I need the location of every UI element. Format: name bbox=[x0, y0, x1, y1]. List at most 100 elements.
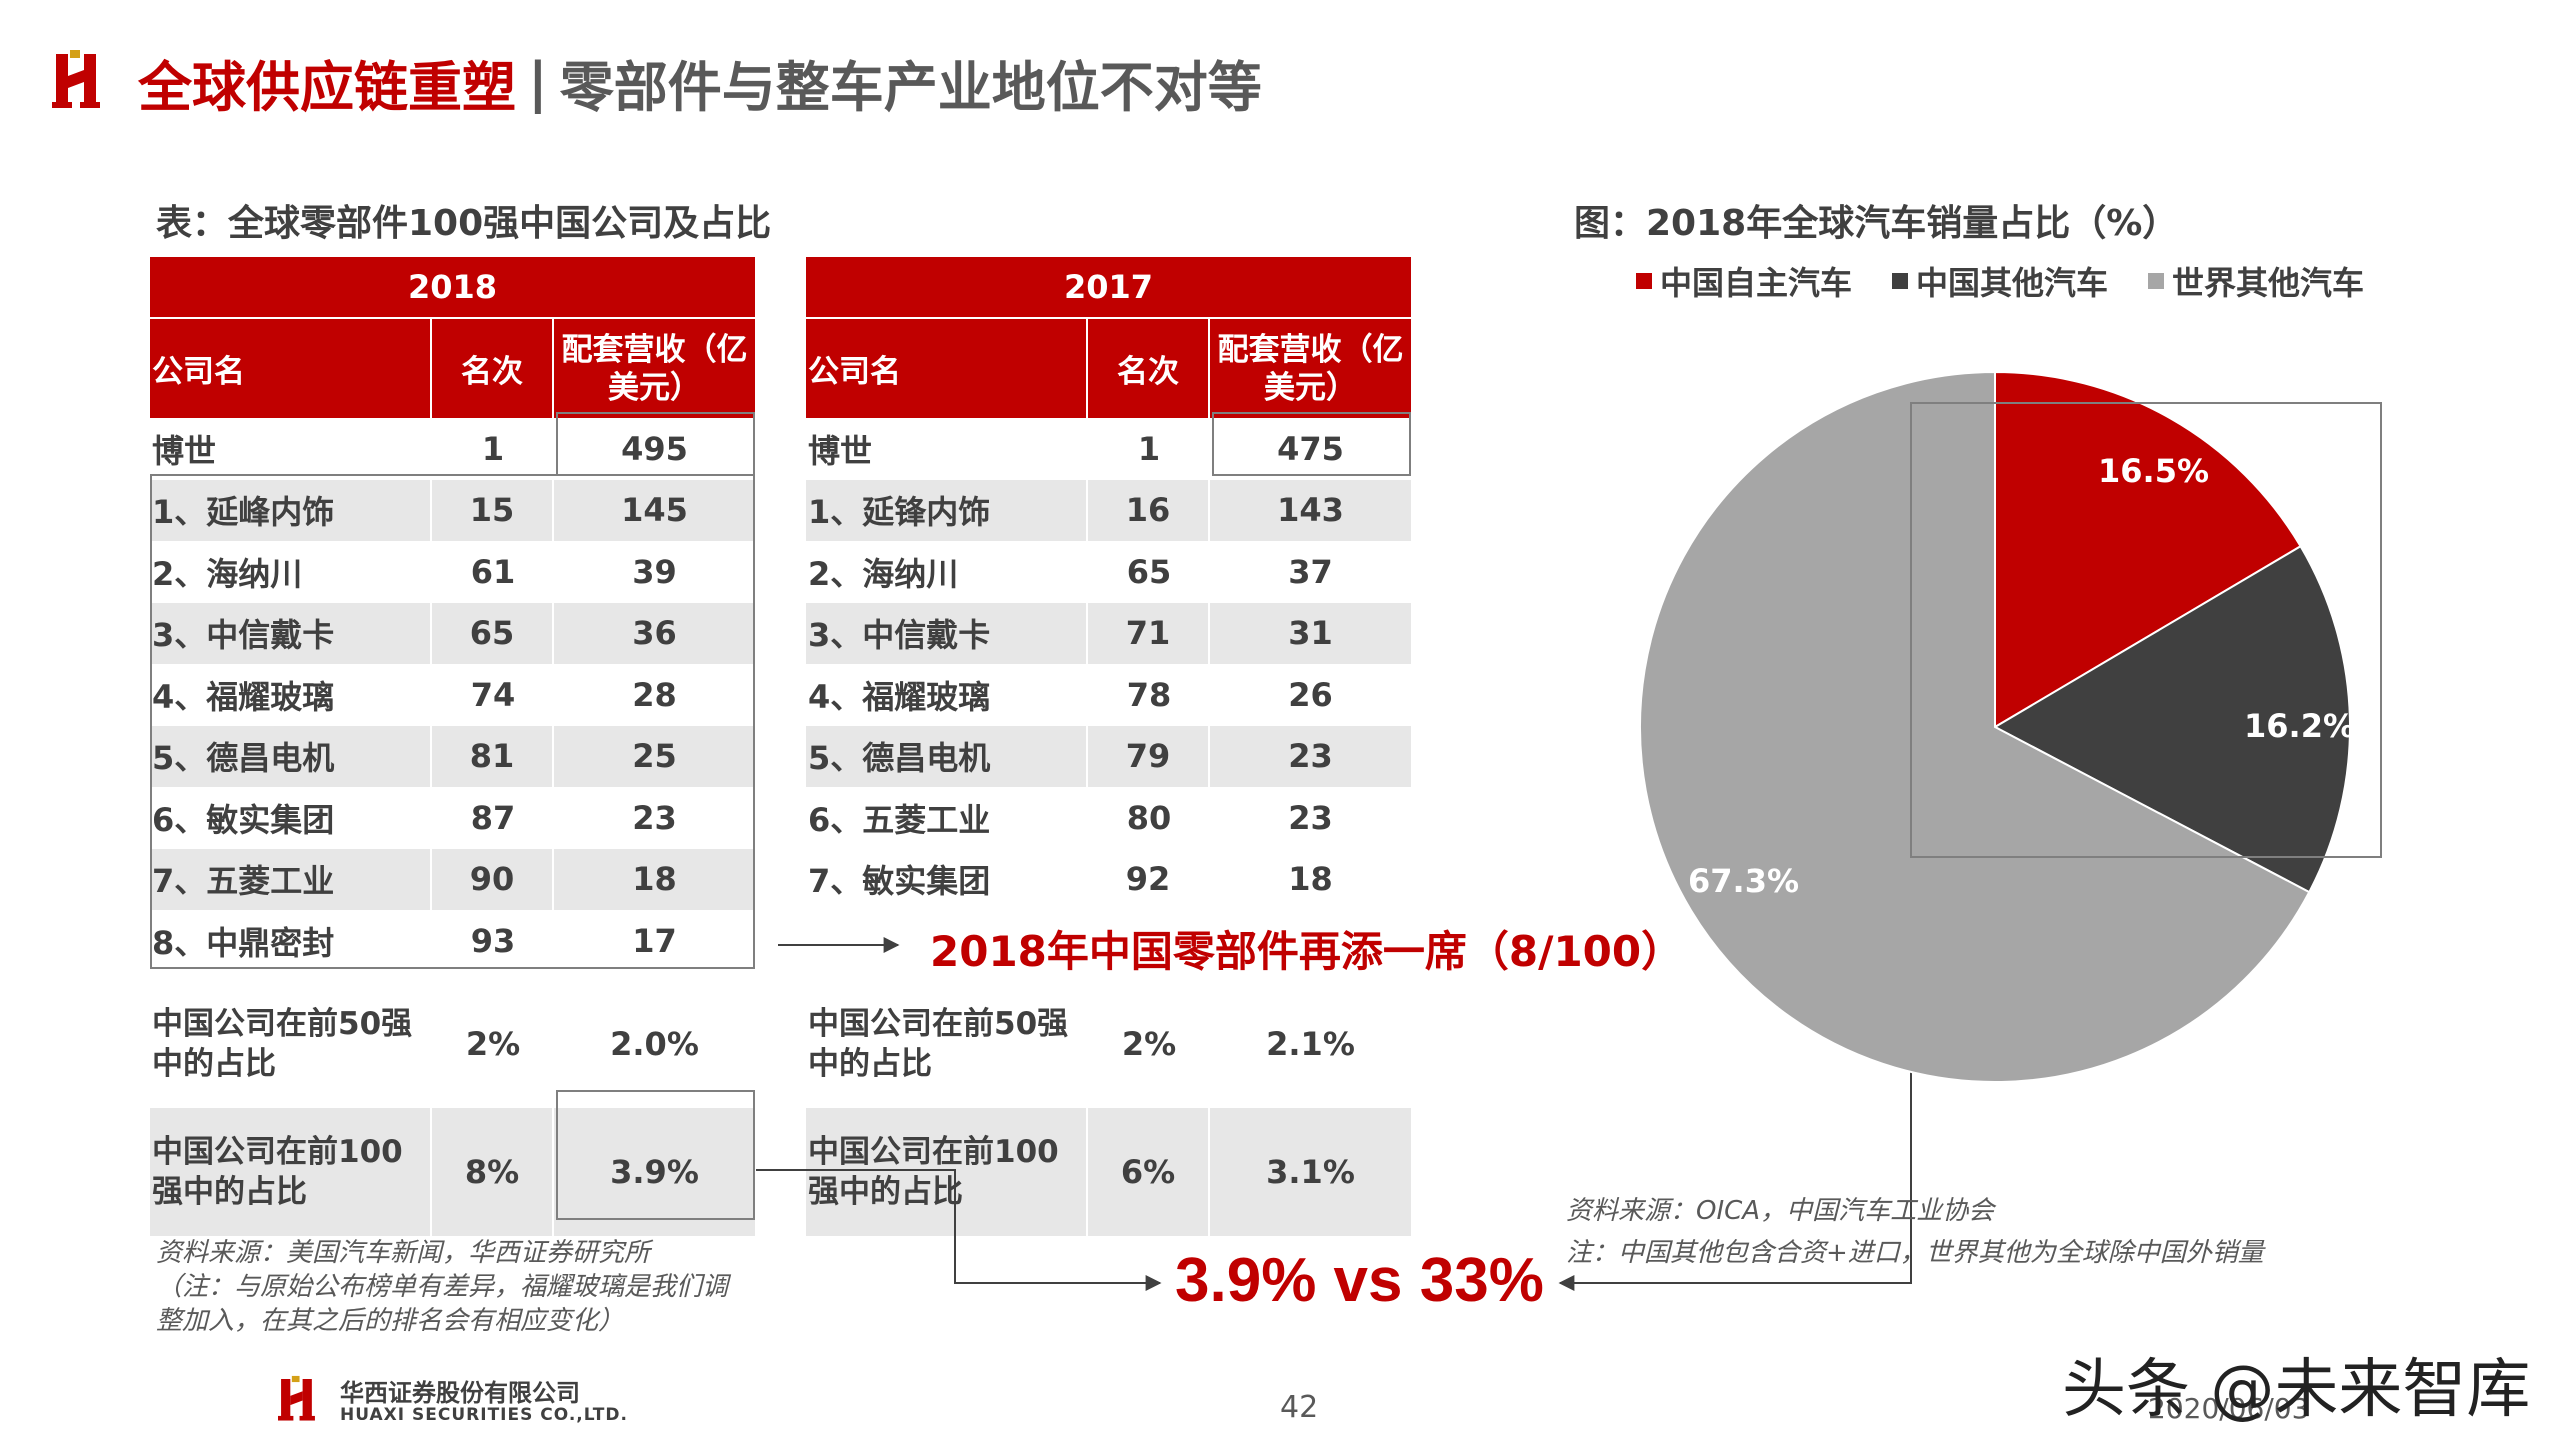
source-line: （注：与原始公布榜单有差异，福耀玻璃是我们调 bbox=[156, 1272, 729, 1302]
cell-rank: 74 bbox=[470, 675, 516, 714]
legend-swatch bbox=[1892, 273, 1909, 289]
source-line: 资料来源：OICA，中国汽车工业协会 bbox=[1566, 1196, 1995, 1226]
table-row: 博世 1 495 bbox=[150, 418, 755, 480]
cell-summary-count: 8% bbox=[432, 1107, 554, 1236]
legend-label: 中国自主汽车 bbox=[1660, 264, 1853, 302]
table-row: 2、海纳川 61 39 bbox=[150, 541, 755, 603]
cell-rank: 93 bbox=[470, 921, 516, 960]
table-row: 3、中信戴卡 71 31 bbox=[806, 602, 1411, 664]
cell-rank: 16 bbox=[1088, 479, 1210, 541]
table-2018-year: 2018 bbox=[150, 257, 755, 319]
legend-swatch bbox=[1636, 273, 1652, 289]
cell-company: 5、德昌电机 bbox=[806, 725, 1088, 787]
header-rank: 名次 bbox=[432, 319, 554, 418]
source-line: 整加入，在其之后的排名会有相应变化） bbox=[156, 1306, 625, 1336]
cell-company: 1、延峰内饰 bbox=[150, 479, 432, 541]
table-row: 6、五菱工业 80 23 bbox=[806, 787, 1411, 849]
pie-slice-china-other bbox=[1992, 544, 2351, 894]
cell-company: 2、海纳川 bbox=[152, 554, 303, 593]
table-row: 6、敏实集团 87 23 bbox=[150, 787, 755, 849]
legend-label: 中国其他汽车 bbox=[1916, 264, 2109, 302]
pie-label-china-other: 16.2% bbox=[2244, 707, 2356, 745]
cell-summary-label: 中国公司在前50强中的占比 bbox=[808, 1005, 1069, 1082]
chart-title: 图：2018年全球汽车销量占比（%） bbox=[1574, 203, 2179, 244]
cell-rank: 61 bbox=[470, 552, 516, 591]
cell-revenue: 23 bbox=[1288, 737, 1333, 776]
watermark: 头条 @未来智库 bbox=[2062, 1353, 2531, 1427]
cell-summary-label: 中国公司在前100强中的占比 bbox=[150, 1107, 432, 1236]
legend-item: 中国其他汽车 bbox=[1892, 258, 2108, 304]
page-title: 全球供应链重塑 | 零部件与整车产业地位不对等 bbox=[138, 42, 1262, 122]
cell-revenue: 495 bbox=[621, 429, 688, 468]
table-row: 1、延锋内饰 16 143 bbox=[806, 479, 1411, 541]
table-row: 4、福耀玻璃 78 26 bbox=[806, 664, 1411, 726]
cell-summary-revenue: 3.9% bbox=[610, 1152, 699, 1191]
cell-rank: 1 bbox=[481, 429, 505, 468]
cell-rank: 79 bbox=[1088, 725, 1210, 787]
table-row: 2、海纳川 65 37 bbox=[806, 541, 1411, 603]
cell-revenue: 36 bbox=[632, 614, 677, 653]
cell-rank: 78 bbox=[1126, 675, 1172, 714]
table-row: 5、德昌电机 81 25 bbox=[150, 725, 755, 787]
cell-summary-revenue: 3.1% bbox=[1266, 1152, 1355, 1191]
cell-company: 4、福耀玻璃 bbox=[808, 677, 991, 716]
cell-summary-label: 中国公司在前50强中的占比 bbox=[152, 1005, 413, 1082]
cell-rank: 90 bbox=[432, 848, 554, 910]
header-rank: 名次 bbox=[1088, 319, 1210, 418]
cell-company: 4、福耀玻璃 bbox=[152, 677, 335, 716]
source-line: 资料来源：美国汽车新闻，华西证券研究所 bbox=[156, 1238, 651, 1268]
cell-company: 1、延锋内饰 bbox=[806, 479, 1088, 541]
summary-row: 中国公司在前50强中的占比 2% 2.0% bbox=[150, 980, 755, 1108]
cell-revenue: 28 bbox=[632, 675, 677, 714]
header-revenue: 配套营收（亿美元） bbox=[1217, 331, 1404, 406]
cell-revenue: 23 bbox=[632, 798, 677, 837]
cell-revenue: 18 bbox=[632, 860, 677, 899]
cell-revenue: 26 bbox=[1288, 675, 1333, 714]
cell-rank: 81 bbox=[432, 725, 554, 787]
cell-revenue: 143 bbox=[1277, 491, 1344, 530]
cell-rank: 15 bbox=[432, 479, 554, 541]
cell-company: 5、德昌电机 bbox=[150, 725, 432, 787]
table-row: 4、福耀玻璃 74 28 bbox=[150, 664, 755, 726]
cell-company: 3、中信戴卡 bbox=[150, 602, 432, 664]
page-title-separator: | bbox=[528, 50, 548, 114]
page-title-gray: 零部件与整车产业地位不对等 bbox=[559, 55, 1262, 119]
summary-row: 中国公司在前50强中的占比 2% 2.1% bbox=[806, 980, 1411, 1108]
chart-legend: 中国自主汽车 中国其他汽车 世界其他汽车 bbox=[1636, 258, 2364, 304]
cell-company: 6、敏实集团 bbox=[152, 800, 335, 839]
cell-revenue: 37 bbox=[1288, 552, 1333, 591]
cell-rank: 65 bbox=[1126, 552, 1172, 591]
cell-rank: 1 bbox=[1137, 429, 1161, 468]
cell-revenue: 23 bbox=[1288, 798, 1333, 837]
cell-company: 博世 bbox=[808, 431, 873, 470]
table-2018: 2018 公司名 名次 配套营收（亿美元） 博世 1 495 1、延峰内饰 15 145… bbox=[150, 257, 755, 1236]
cell-company: 7、五菱工业 bbox=[150, 848, 432, 910]
company-name-cn: 华西证券股份有限公司 bbox=[340, 1379, 580, 1407]
pie-slice-china-own bbox=[1994, 370, 2302, 729]
header-company: 公司名 bbox=[806, 319, 1088, 418]
legend-label: 世界其他汽车 bbox=[2172, 264, 2365, 302]
table-row: 8、中鼎密封 93 17 bbox=[150, 910, 755, 972]
summary-row: 中国公司在前100强中的占比 8% 3.9% bbox=[150, 1107, 755, 1236]
cell-company: 7、敏实集团 bbox=[806, 848, 1088, 910]
cell-summary-count: 2% bbox=[1121, 1024, 1177, 1063]
pie-label-world-other: 67.3% bbox=[1688, 862, 1800, 900]
cell-rank: 87 bbox=[470, 798, 516, 837]
cell-company: 8、中鼎密封 bbox=[152, 923, 335, 962]
page-number: 42 bbox=[1280, 1390, 1319, 1425]
legend-swatch bbox=[2148, 273, 2165, 289]
table-source-note: 资料来源：美国汽车新闻，华西证券研究所 （注：与原始公布榜单有差异，福耀玻璃是我… bbox=[156, 1236, 728, 1338]
table-caption: 表：全球零部件100强中国公司及占比 bbox=[156, 203, 772, 244]
legend-item: 中国自主汽车 bbox=[1636, 258, 1852, 304]
table-row: 1、延峰内饰 15 145 bbox=[150, 479, 755, 541]
cell-revenue: 145 bbox=[621, 491, 688, 530]
footer-logo-icon bbox=[278, 1375, 315, 1421]
cell-company: 3、中信戴卡 bbox=[806, 602, 1088, 664]
table-2017-header: 公司名 名次 配套营收（亿美元） bbox=[806, 319, 1411, 418]
header-company: 公司名 bbox=[150, 319, 432, 418]
table-2018-header: 公司名 名次 配套营收（亿美元） bbox=[150, 319, 755, 418]
table-row: 7、敏实集团 92 18 bbox=[806, 848, 1411, 910]
table-row: 7、五菱工业 90 18 bbox=[150, 848, 755, 910]
china-share-outline bbox=[1910, 402, 2382, 858]
